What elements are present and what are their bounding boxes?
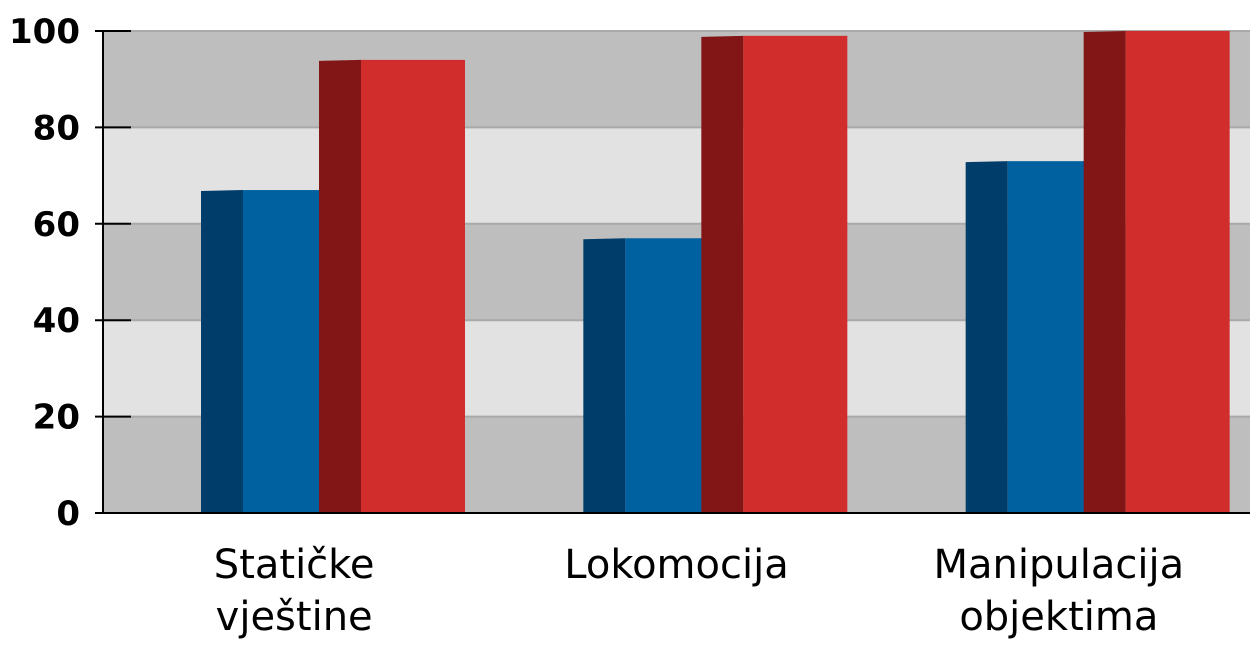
x-tick-line-0-1: vještine [216, 594, 373, 640]
bar-s1-c1 [701, 35, 848, 513]
x-tick-line-2-1: objektima [959, 594, 1158, 640]
x-tick-label-2: Manipulacija objektima [934, 542, 1185, 640]
bar-side-s1-c1 [701, 35, 744, 513]
y-tick-label-40: 40 [33, 301, 80, 341]
bars [201, 31, 1230, 514]
y-tick-label-0: 0 [56, 494, 80, 534]
bar-side-s1-c0 [319, 59, 361, 514]
band-4 [103, 31, 1250, 128]
y-axis-tick-labels: 0 20 40 60 80 100 [9, 12, 80, 534]
bar-front-s1-c0 [361, 59, 465, 514]
bar-front-s1-c1 [743, 35, 848, 513]
bar-s1-c0 [319, 59, 465, 514]
y-tick-label-100: 100 [9, 12, 80, 52]
x-tick-label-1: Lokomocija [564, 542, 788, 588]
bar-side-s1-c2 [1083, 31, 1126, 513]
x-axis-tick-labels: Statičke vještine Lokomocija Manipulacija ob… [214, 542, 1184, 640]
bar-front-s1-c2 [1125, 31, 1230, 513]
bar-side-s0-c2 [965, 161, 1008, 513]
y-tick-label-80: 80 [33, 108, 80, 148]
bar-s1-c2 [1083, 31, 1230, 513]
bar-side-s0-c0 [201, 190, 243, 513]
x-tick-line-1-0: Lokomocija [564, 542, 788, 588]
x-tick-line-0-0: Statičke [214, 542, 375, 588]
y-tick-label-60: 60 [33, 205, 80, 245]
bar-side-s0-c1 [583, 238, 626, 513]
axes [95, 30, 1250, 514]
x-tick-line-2-0: Manipulacija [934, 542, 1185, 588]
x-tick-label-0: Statičke vještine [214, 542, 375, 640]
y-tick-label-20: 20 [33, 398, 80, 438]
